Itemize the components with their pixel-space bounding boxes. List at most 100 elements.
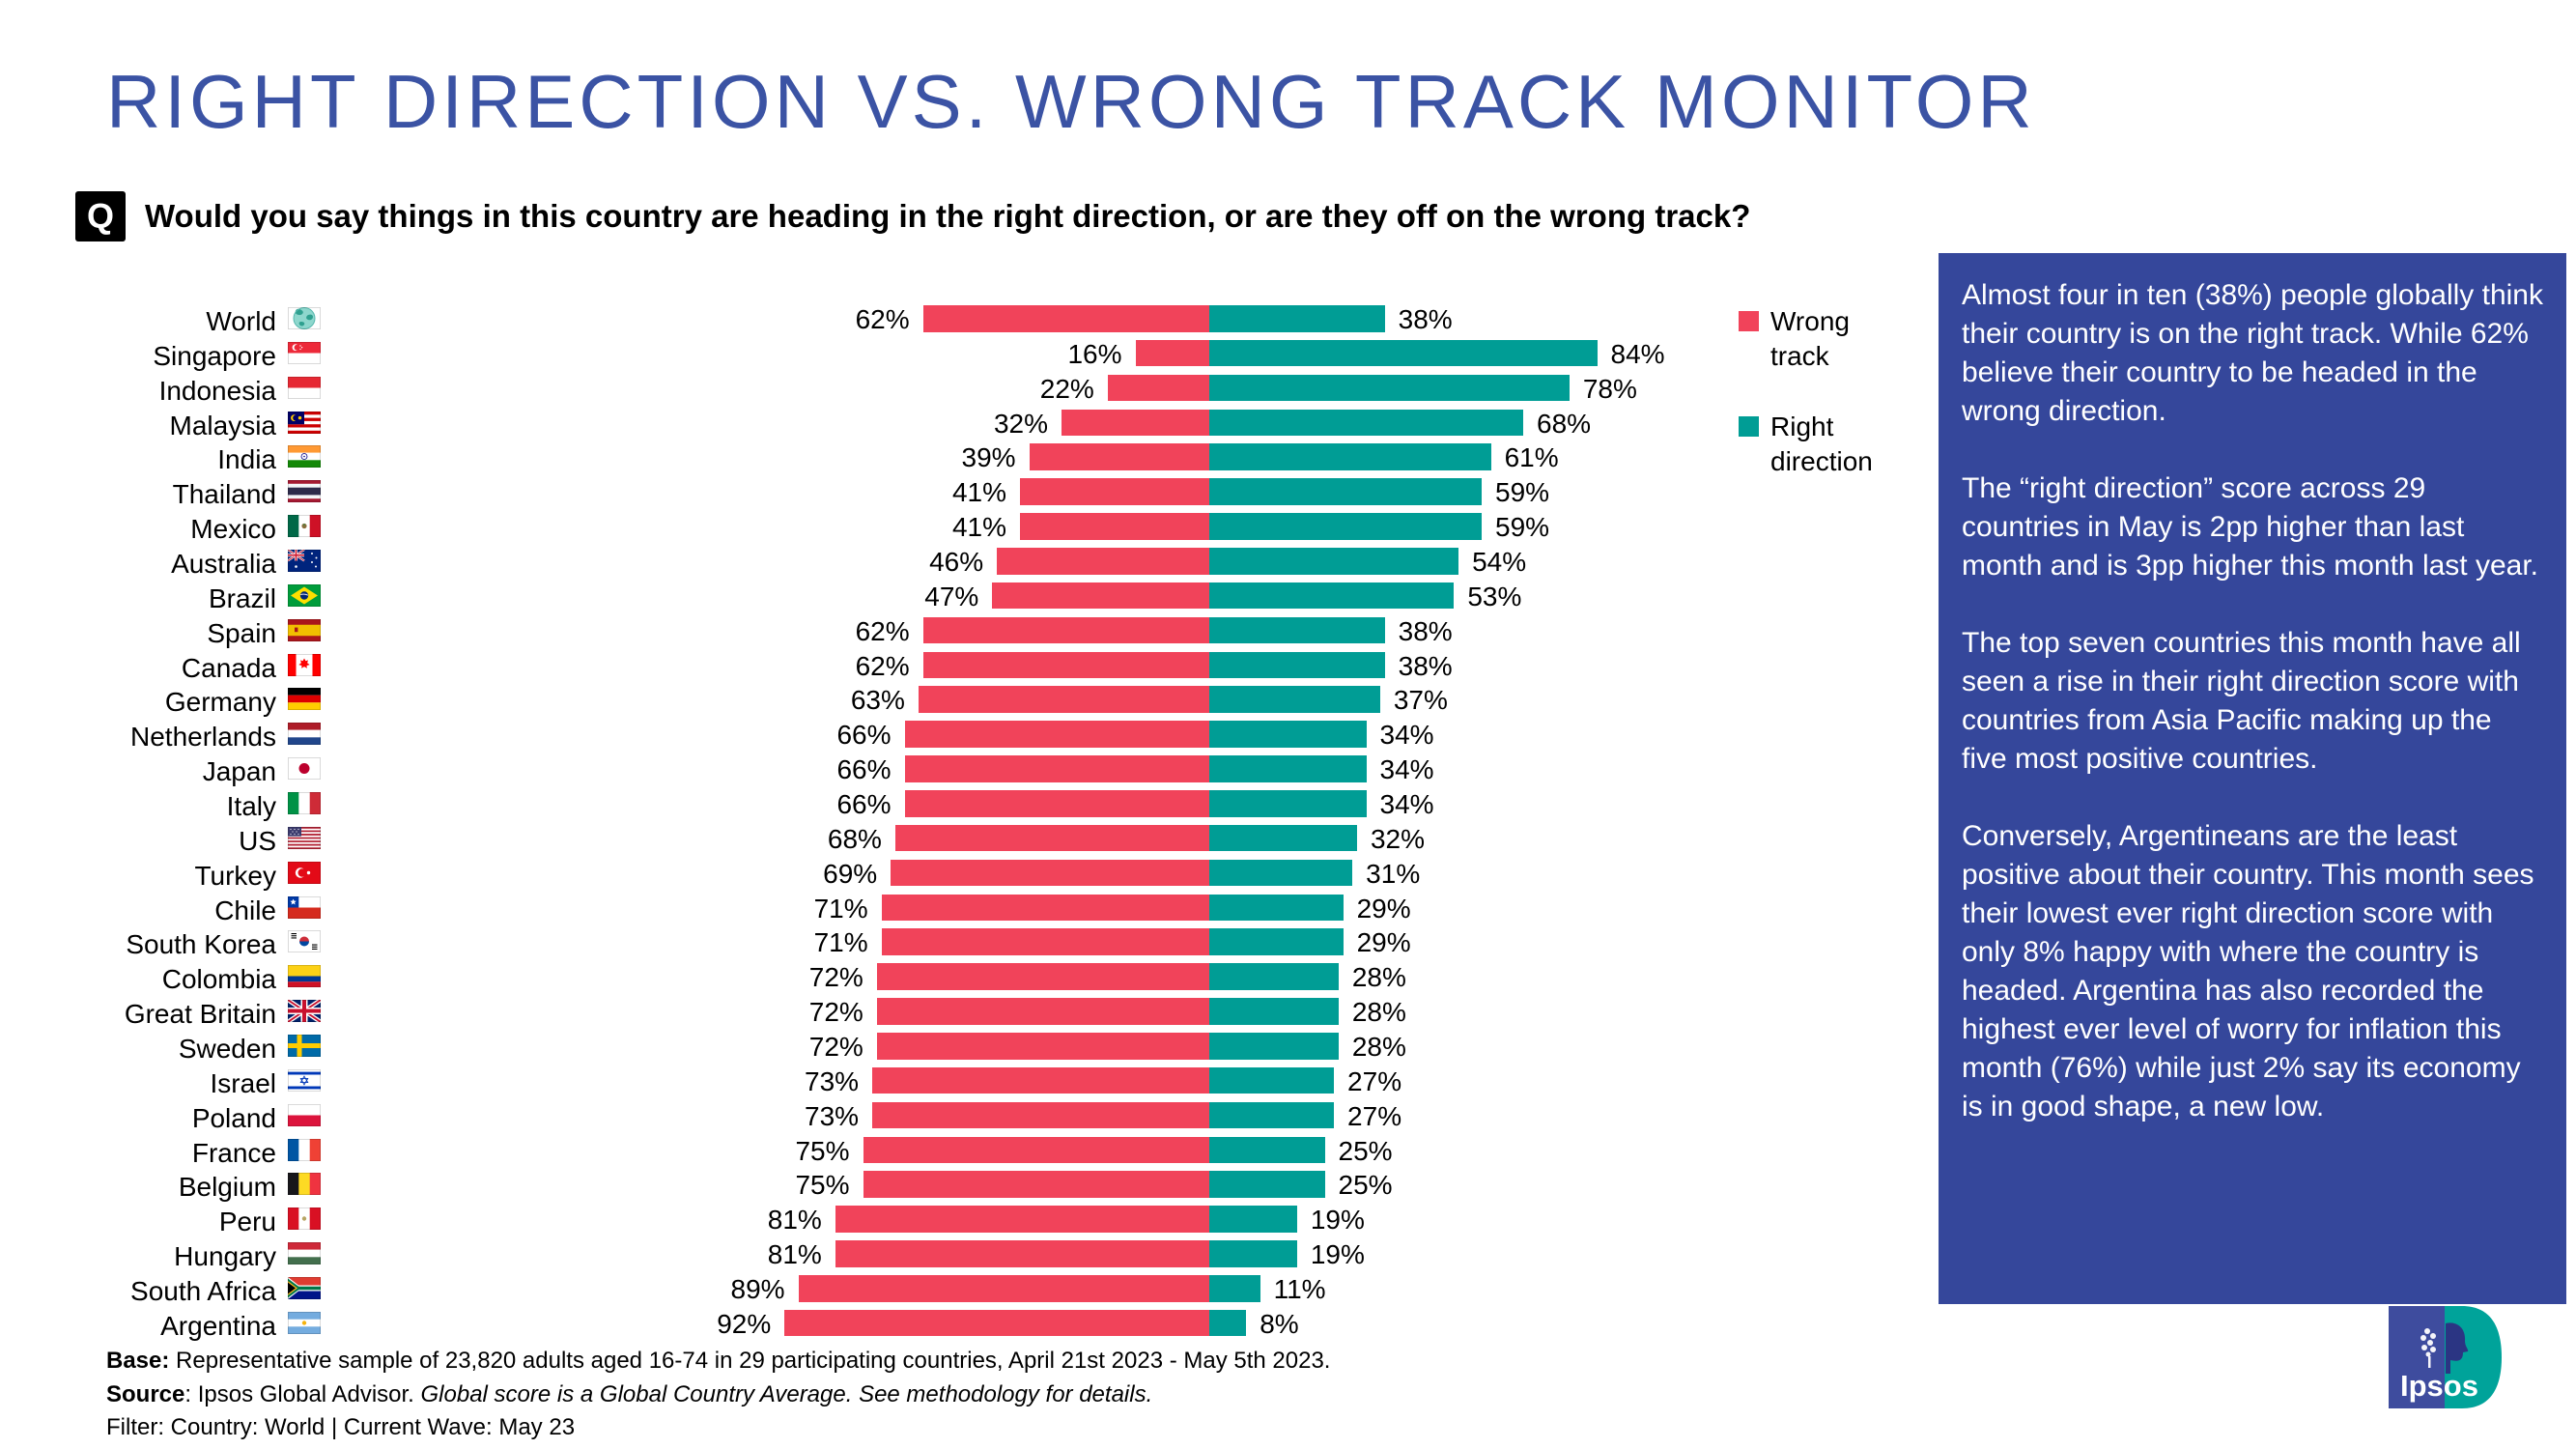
flag-hu <box>288 1242 321 1265</box>
chart: World 62% 38% Singapore 16% 84% Indonesia 22% 78… <box>58 301 2086 1341</box>
face-profile-glyph <box>2446 1322 2469 1374</box>
wrong-track-bar <box>872 1101 1209 1129</box>
right-direction-bar <box>1209 478 1483 505</box>
wrong-track-bar <box>894 824 1209 852</box>
flag-th <box>288 480 321 503</box>
flag-es <box>288 618 321 641</box>
commentary-paragraph: The “right direction” score across 29 co… <box>1962 472 2539 582</box>
footer: Base: Representative sample of 23,820 ad… <box>106 1345 1330 1445</box>
flag-in <box>288 445 321 469</box>
country-label: Indonesia <box>158 375 276 406</box>
country-label: Germany <box>164 687 276 718</box>
country-label: Turkey <box>194 860 276 891</box>
wrong-track-value: 22% <box>1039 373 1094 404</box>
right-direction-bar <box>1209 859 1353 887</box>
wrong-track-value: 68% <box>827 823 882 854</box>
right-direction-bar <box>1209 1136 1325 1164</box>
right-direction-value: 19% <box>1310 1205 1365 1236</box>
chart-row: Colombia 72% 28% <box>58 959 2086 994</box>
flag-kr <box>288 930 321 953</box>
wrong-track-bar <box>881 928 1209 955</box>
wrong-track-bar <box>1020 513 1209 540</box>
country-label: France <box>191 1137 276 1168</box>
question-badge: Q <box>75 191 126 242</box>
chart-row: Turkey 69% 31% <box>58 856 2086 891</box>
flag-ar <box>288 1311 321 1334</box>
chart-row: Indonesia 22% 78% <box>58 371 2086 406</box>
right-direction-bar <box>1209 998 1339 1025</box>
right-direction-value: 59% <box>1495 512 1550 543</box>
wrong-track-bar <box>904 790 1209 817</box>
right-direction-bar <box>1209 755 1367 782</box>
country-label: Japan <box>202 756 276 787</box>
chart-row: South Korea 71% 29% <box>58 924 2086 959</box>
right-direction-value: 11% <box>1273 1274 1326 1305</box>
flag-world <box>288 307 321 329</box>
country-label: Chile <box>214 895 276 925</box>
chart-row: Brazil 47% 53% <box>58 579 2086 613</box>
right-direction-bar <box>1209 1309 1247 1337</box>
commentary-paragraph: Conversely, Argentineans are the least p… <box>1962 820 2534 1122</box>
wrong-track-value: 66% <box>836 720 892 751</box>
flag-cl <box>288 895 321 919</box>
chart-row: Singapore 16% 84% <box>58 336 2086 371</box>
chart-row: Poland 73% 27% <box>58 1098 2086 1133</box>
wrong-track-value: 75% <box>795 1170 850 1201</box>
chart-row: India 39% 61% <box>58 440 2086 474</box>
right-direction-value: 61% <box>1504 442 1559 473</box>
country-label: World <box>206 306 276 336</box>
wrong-track-bar <box>881 894 1209 922</box>
wrong-track-value: 32% <box>993 408 1049 439</box>
wrong-track-value: 71% <box>813 893 868 923</box>
flag-de <box>288 688 321 711</box>
question-text: Would you say things in this country are… <box>145 198 1751 234</box>
wrong-track-value: 73% <box>805 1100 860 1131</box>
wrong-track-bar <box>798 1275 1209 1302</box>
right-direction-value: 27% <box>1347 1100 1402 1131</box>
footer-base-line: Base: Representative sample of 23,820 ad… <box>106 1348 1331 1374</box>
country-label: Argentina <box>160 1310 276 1341</box>
right-direction-value: 29% <box>1356 893 1411 923</box>
wrong-track-value: 66% <box>836 789 892 820</box>
wrong-track-value: 62% <box>855 650 910 681</box>
wrong-track-value: 62% <box>855 615 910 646</box>
country-label: US <box>239 825 276 856</box>
right-direction-bar <box>1209 374 1570 402</box>
wrong-track-bar <box>863 1171 1209 1198</box>
right-direction-bar <box>1209 721 1367 748</box>
flag-il <box>288 1068 321 1092</box>
right-direction-bar <box>1209 1066 1335 1094</box>
flag-pl <box>288 1103 321 1126</box>
wrong-track-bar <box>1020 478 1209 505</box>
chart-row: Netherlands 66% 34% <box>58 717 2086 752</box>
wrong-track-bar <box>872 1066 1209 1094</box>
right-direction-bar <box>1209 582 1455 610</box>
country-label: Colombia <box>161 964 276 995</box>
wrong-track-value: 46% <box>929 547 984 578</box>
right-direction-value: 38% <box>1398 650 1453 681</box>
flag-gb <box>288 1000 321 1023</box>
flag-it <box>288 792 321 815</box>
country-label: Belgium <box>178 1172 276 1203</box>
chart-row: South Africa 89% 11% <box>58 1271 2086 1306</box>
wrong-track-value: 69% <box>823 858 878 889</box>
country-label: Malaysia <box>169 410 276 440</box>
right-direction-value: 28% <box>1351 962 1406 993</box>
wrong-track-bar <box>1062 409 1209 437</box>
wrong-track-bar <box>918 686 1209 713</box>
chart-row: Australia 46% 54% <box>58 544 2086 579</box>
wrong-track-swatch <box>1739 311 1759 331</box>
country-label: Netherlands <box>130 722 276 753</box>
right-direction-value: 37% <box>1393 685 1448 716</box>
right-direction-swatch <box>1739 416 1759 437</box>
wrong-track-bar <box>876 1033 1209 1060</box>
wrong-track-value: 39% <box>961 442 1016 473</box>
wrong-track-bar <box>784 1309 1209 1337</box>
legend-item-wrong-track: Wrong track <box>1739 304 1941 374</box>
chart-row: Italy 66% 34% <box>58 786 2086 821</box>
country-label: Italy <box>226 791 276 822</box>
right-direction-bar <box>1209 928 1344 955</box>
right-direction-bar <box>1209 824 1357 852</box>
flag-au <box>288 550 321 573</box>
right-direction-bar <box>1209 1101 1335 1129</box>
